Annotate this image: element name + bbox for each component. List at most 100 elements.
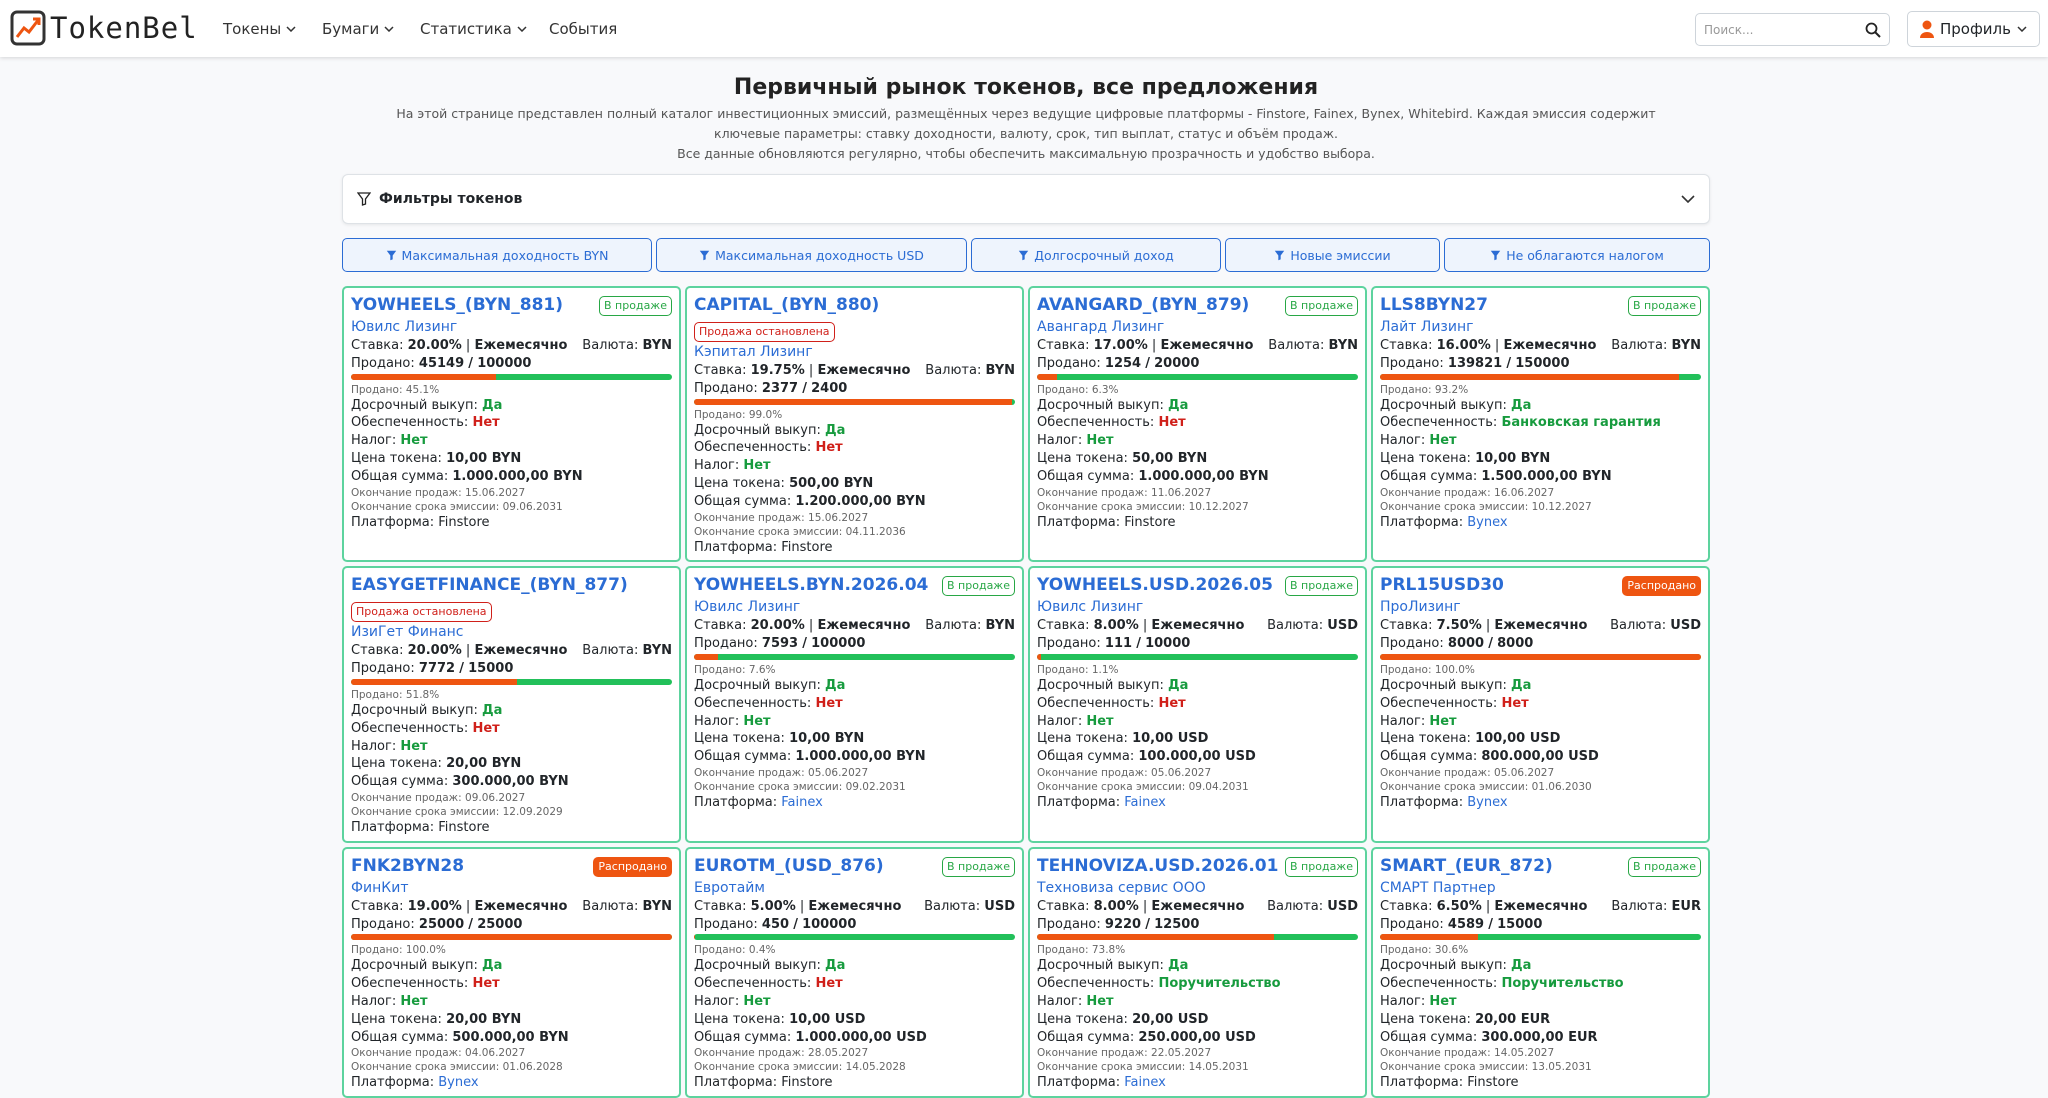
label: Окончание продаж: bbox=[1037, 766, 1148, 779]
total-sum-value: 100.000,00 USD bbox=[1138, 749, 1256, 765]
company-name[interactable]: Лайт Лизинг bbox=[1380, 319, 1474, 335]
company-name[interactable]: Евротайм bbox=[694, 879, 765, 896]
status-badge: В продаже bbox=[599, 296, 672, 316]
quick-filter-button[interactable]: Максимальная доходность BYN bbox=[342, 238, 652, 272]
label: Досрочный выкуп: bbox=[694, 677, 821, 693]
quick-filter-button[interactable]: Максимальная доходность USD bbox=[656, 238, 967, 272]
frequency: Ежемесячно bbox=[817, 618, 911, 634]
buyback: Досрочный выкуп: Да bbox=[1380, 957, 1701, 975]
value: 100.0% bbox=[405, 944, 446, 957]
company-name[interactable]: ФинКит bbox=[351, 879, 409, 896]
company-name[interactable]: Авангард Лизинг bbox=[1037, 319, 1165, 335]
company-name[interactable]: СМАРТ Партнер bbox=[1380, 879, 1496, 896]
card-title-row: FNK2BYN28 Распродано bbox=[351, 854, 672, 878]
total-sum: Общая сумма: 1.000.000,00 BYN bbox=[1037, 468, 1358, 486]
quick-filter-button[interactable]: Долгосрочный доход bbox=[971, 238, 1221, 272]
label: Продано: bbox=[351, 944, 403, 957]
token-name[interactable]: FNK2BYN28 bbox=[351, 855, 465, 876]
emission-end-value: 13.05.2031 bbox=[1531, 1061, 1592, 1074]
token-name[interactable]: AVANGARD_(BYN_879) bbox=[1037, 295, 1250, 315]
label: Общая сумма: bbox=[1037, 1029, 1135, 1045]
total-value: 10000 bbox=[1145, 636, 1191, 652]
token-name[interactable]: PRL15USD30 bbox=[1380, 575, 1504, 596]
company-name[interactable]: Ювилс Лизинг bbox=[351, 319, 458, 335]
nav-item[interactable]: Токены bbox=[223, 0, 296, 57]
progress-bar bbox=[1380, 934, 1701, 941]
label: Обеспеченность: bbox=[351, 976, 469, 992]
token-name[interactable]: CAPITAL_(BYN_880) bbox=[694, 295, 880, 315]
nav-item[interactable]: Статистика bbox=[420, 0, 527, 57]
label: Продано: bbox=[1380, 916, 1444, 932]
sold-percent: Продано: 99.0% bbox=[694, 408, 1015, 422]
currency-value: BYN bbox=[1671, 338, 1702, 353]
company-name[interactable]: Ювилс Лизинг bbox=[694, 599, 801, 616]
token-name[interactable]: YOWHEELS.USD.2026.05 bbox=[1037, 575, 1273, 596]
filter-icon bbox=[1018, 250, 1029, 260]
token-name[interactable]: LLS8BYN27 bbox=[1380, 295, 1488, 315]
platform-value[interactable]: Fainex bbox=[781, 794, 823, 810]
tax: Налог: Нет bbox=[1380, 713, 1701, 731]
value: 45.1% bbox=[405, 383, 440, 396]
company-name[interactable]: ИзиГет Финанс bbox=[351, 624, 464, 641]
buyback-value: Да bbox=[481, 397, 503, 413]
label: Досрочный выкуп: bbox=[694, 422, 821, 438]
progress-fill bbox=[1037, 653, 1041, 660]
sold-value: 7772 bbox=[418, 661, 456, 677]
price-value: 500,00 BYN bbox=[789, 475, 874, 491]
logo[interactable]: TokenBel bbox=[10, 10, 198, 46]
progress-fill bbox=[351, 934, 672, 941]
quick-filter-button[interactable]: Не облагаются налогом bbox=[1444, 238, 1710, 272]
emission-end: Окончание срока эмиссии: 13.05.2031 bbox=[1380, 1060, 1701, 1074]
platform-value[interactable]: Bynex bbox=[1467, 794, 1508, 810]
separator: | bbox=[465, 898, 471, 914]
company-name[interactable]: Ювилс Лизинг bbox=[1037, 599, 1144, 616]
label: Налог: bbox=[694, 458, 740, 474]
security: Обеспеченность: Поручительство bbox=[1380, 975, 1701, 993]
platform-value[interactable]: Fainex bbox=[1124, 794, 1166, 810]
sale-end: Окончание продаж: 22.05.2027 bbox=[1037, 1046, 1358, 1060]
token-card: LLS8BYN27 В продаже Лайт Лизинг Ставка: 16.… bbox=[1371, 286, 1710, 563]
buyback: Досрочный выкуп: Да bbox=[1037, 957, 1358, 975]
separator: / bbox=[1506, 355, 1512, 371]
nav-item[interactable]: События bbox=[549, 0, 617, 57]
company-name[interactable]: ПроЛизинг bbox=[1380, 599, 1461, 616]
tax-value: Нет bbox=[1086, 993, 1114, 1009]
currency: Валюта: BYN bbox=[582, 337, 672, 355]
platform-value[interactable]: Fainex bbox=[1124, 1075, 1166, 1091]
chevron bbox=[286, 25, 296, 32]
platform-value[interactable]: Bynex bbox=[1467, 514, 1508, 530]
quick-filter-button[interactable]: Новые эмиссии bbox=[1225, 238, 1440, 272]
token-name[interactable]: EUROTM_(USD_876) bbox=[694, 855, 884, 876]
total-sum-value: 250.000,00 USD bbox=[1138, 1029, 1256, 1045]
quick-filters: Максимальная доходность BYN Максимальная … bbox=[342, 238, 1710, 272]
sold-row: Продано: 9220 / 12500 bbox=[1037, 916, 1358, 934]
token-card: YOWHEELS.USD.2026.05 В продаже Ювилс Лизин… bbox=[1028, 566, 1367, 843]
platform-value[interactable]: Bynex bbox=[438, 1075, 479, 1091]
token-name[interactable]: TEHNOVIZA.USD.2026.01 bbox=[1037, 855, 1279, 876]
frequency: Ежемесячно bbox=[1151, 618, 1245, 634]
security-value: Нет bbox=[472, 976, 500, 992]
company-name[interactable]: Кэпитал Лизинг bbox=[694, 344, 813, 360]
token-name[interactable]: SMART_(EUR_872) bbox=[1380, 855, 1553, 876]
filters-panel[interactable]: Фильтры токенов bbox=[342, 174, 1710, 224]
label: Валюта: bbox=[582, 643, 639, 659]
label: Налог: bbox=[1380, 993, 1426, 1009]
profile-button[interactable]: Профиль bbox=[1907, 11, 2040, 47]
total-sum-value: 1.500.000,00 BYN bbox=[1481, 468, 1612, 484]
sold-percent: Продано: 1.1% bbox=[1037, 663, 1358, 677]
nav-label: Статистика bbox=[420, 19, 512, 38]
label: Платформа: bbox=[351, 1075, 435, 1091]
label: Досрочный выкуп: bbox=[694, 958, 821, 974]
company-name[interactable]: Техновиза сервис ООО bbox=[1037, 879, 1206, 896]
token-name[interactable]: YOWHEELS_(BYN_881) bbox=[351, 295, 564, 315]
token-name[interactable]: EASYGETFINANCE_(BYN_877) bbox=[351, 575, 628, 596]
total-sum-value: 1.000.000,00 BYN bbox=[1138, 468, 1269, 484]
progress-bar bbox=[1037, 373, 1358, 380]
sale-end-value: 04.06.2027 bbox=[465, 1047, 526, 1060]
label: Окончание продаж: bbox=[351, 486, 462, 499]
token-name[interactable]: YOWHEELS.BYN.2026.04 bbox=[694, 575, 929, 596]
nav-item[interactable]: Бумаги bbox=[322, 0, 394, 57]
search-input[interactable]: Поиск... bbox=[1695, 13, 1890, 46]
label: Досрочный выкуп: bbox=[351, 958, 478, 974]
logo-text: TokenBel bbox=[50, 11, 198, 45]
